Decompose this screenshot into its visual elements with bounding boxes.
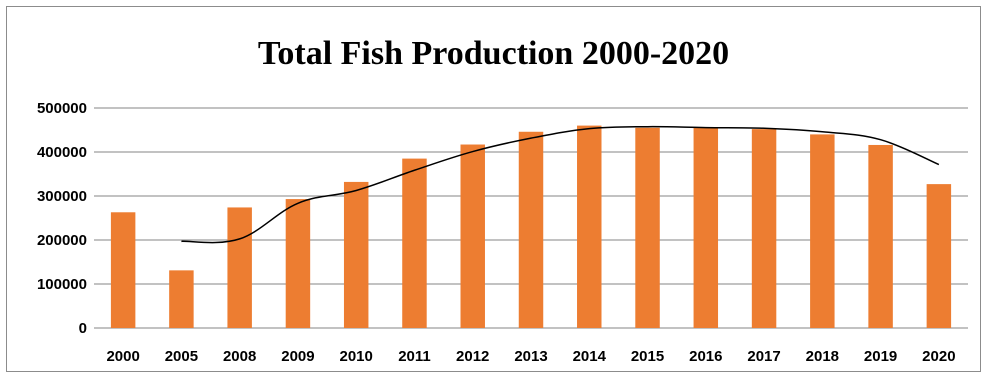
- bar-2009: [285, 199, 311, 328]
- bar-2014: [577, 125, 602, 328]
- x-tick-label: 2017: [747, 348, 780, 365]
- y-tick-label: 200000: [37, 232, 87, 249]
- y-tick-label: 100000: [37, 276, 87, 293]
- x-tick-label: 2012: [456, 348, 489, 365]
- bar-2019: [868, 144, 893, 328]
- x-tick-label: 2011: [398, 348, 431, 365]
- y-tick-label: 500000: [37, 100, 87, 117]
- bar-2017: [751, 129, 777, 328]
- bar-2016: [693, 127, 719, 328]
- chart-title: Total Fish Production 2000-2020: [257, 35, 730, 72]
- x-tick-label: 2008: [223, 348, 256, 365]
- y-tick-label: 0: [79, 320, 87, 337]
- y-tick-label: 300000: [37, 188, 87, 205]
- x-tick-label: 2010: [340, 348, 373, 365]
- x-tick-label: 2013: [514, 348, 547, 365]
- bar-2013: [518, 131, 544, 328]
- bar-2000: [110, 212, 136, 328]
- x-tick-label: 2005: [165, 348, 198, 365]
- x-tick-label: 2014: [573, 348, 607, 365]
- bar-2008: [227, 207, 252, 328]
- x-tick-label: 2015: [631, 348, 664, 365]
- trendline: [181, 125, 940, 244]
- bar-2005: [169, 270, 194, 328]
- y-tick-label: 400000: [37, 144, 87, 161]
- bar-2011: [402, 158, 427, 328]
- bar-2018: [810, 134, 835, 328]
- bar-2010: [343, 181, 369, 328]
- x-tick-label: 2009: [281, 348, 314, 365]
- x-tick-label: 2000: [106, 348, 139, 365]
- x-tick-label: 2016: [689, 348, 722, 365]
- x-tick-label: 2020: [922, 348, 955, 365]
- x-tick-label: 2019: [864, 348, 897, 365]
- bar-2020: [926, 184, 952, 328]
- bar-2015: [635, 127, 660, 328]
- bar-2012: [460, 144, 485, 328]
- x-tick-label: 2018: [806, 348, 839, 365]
